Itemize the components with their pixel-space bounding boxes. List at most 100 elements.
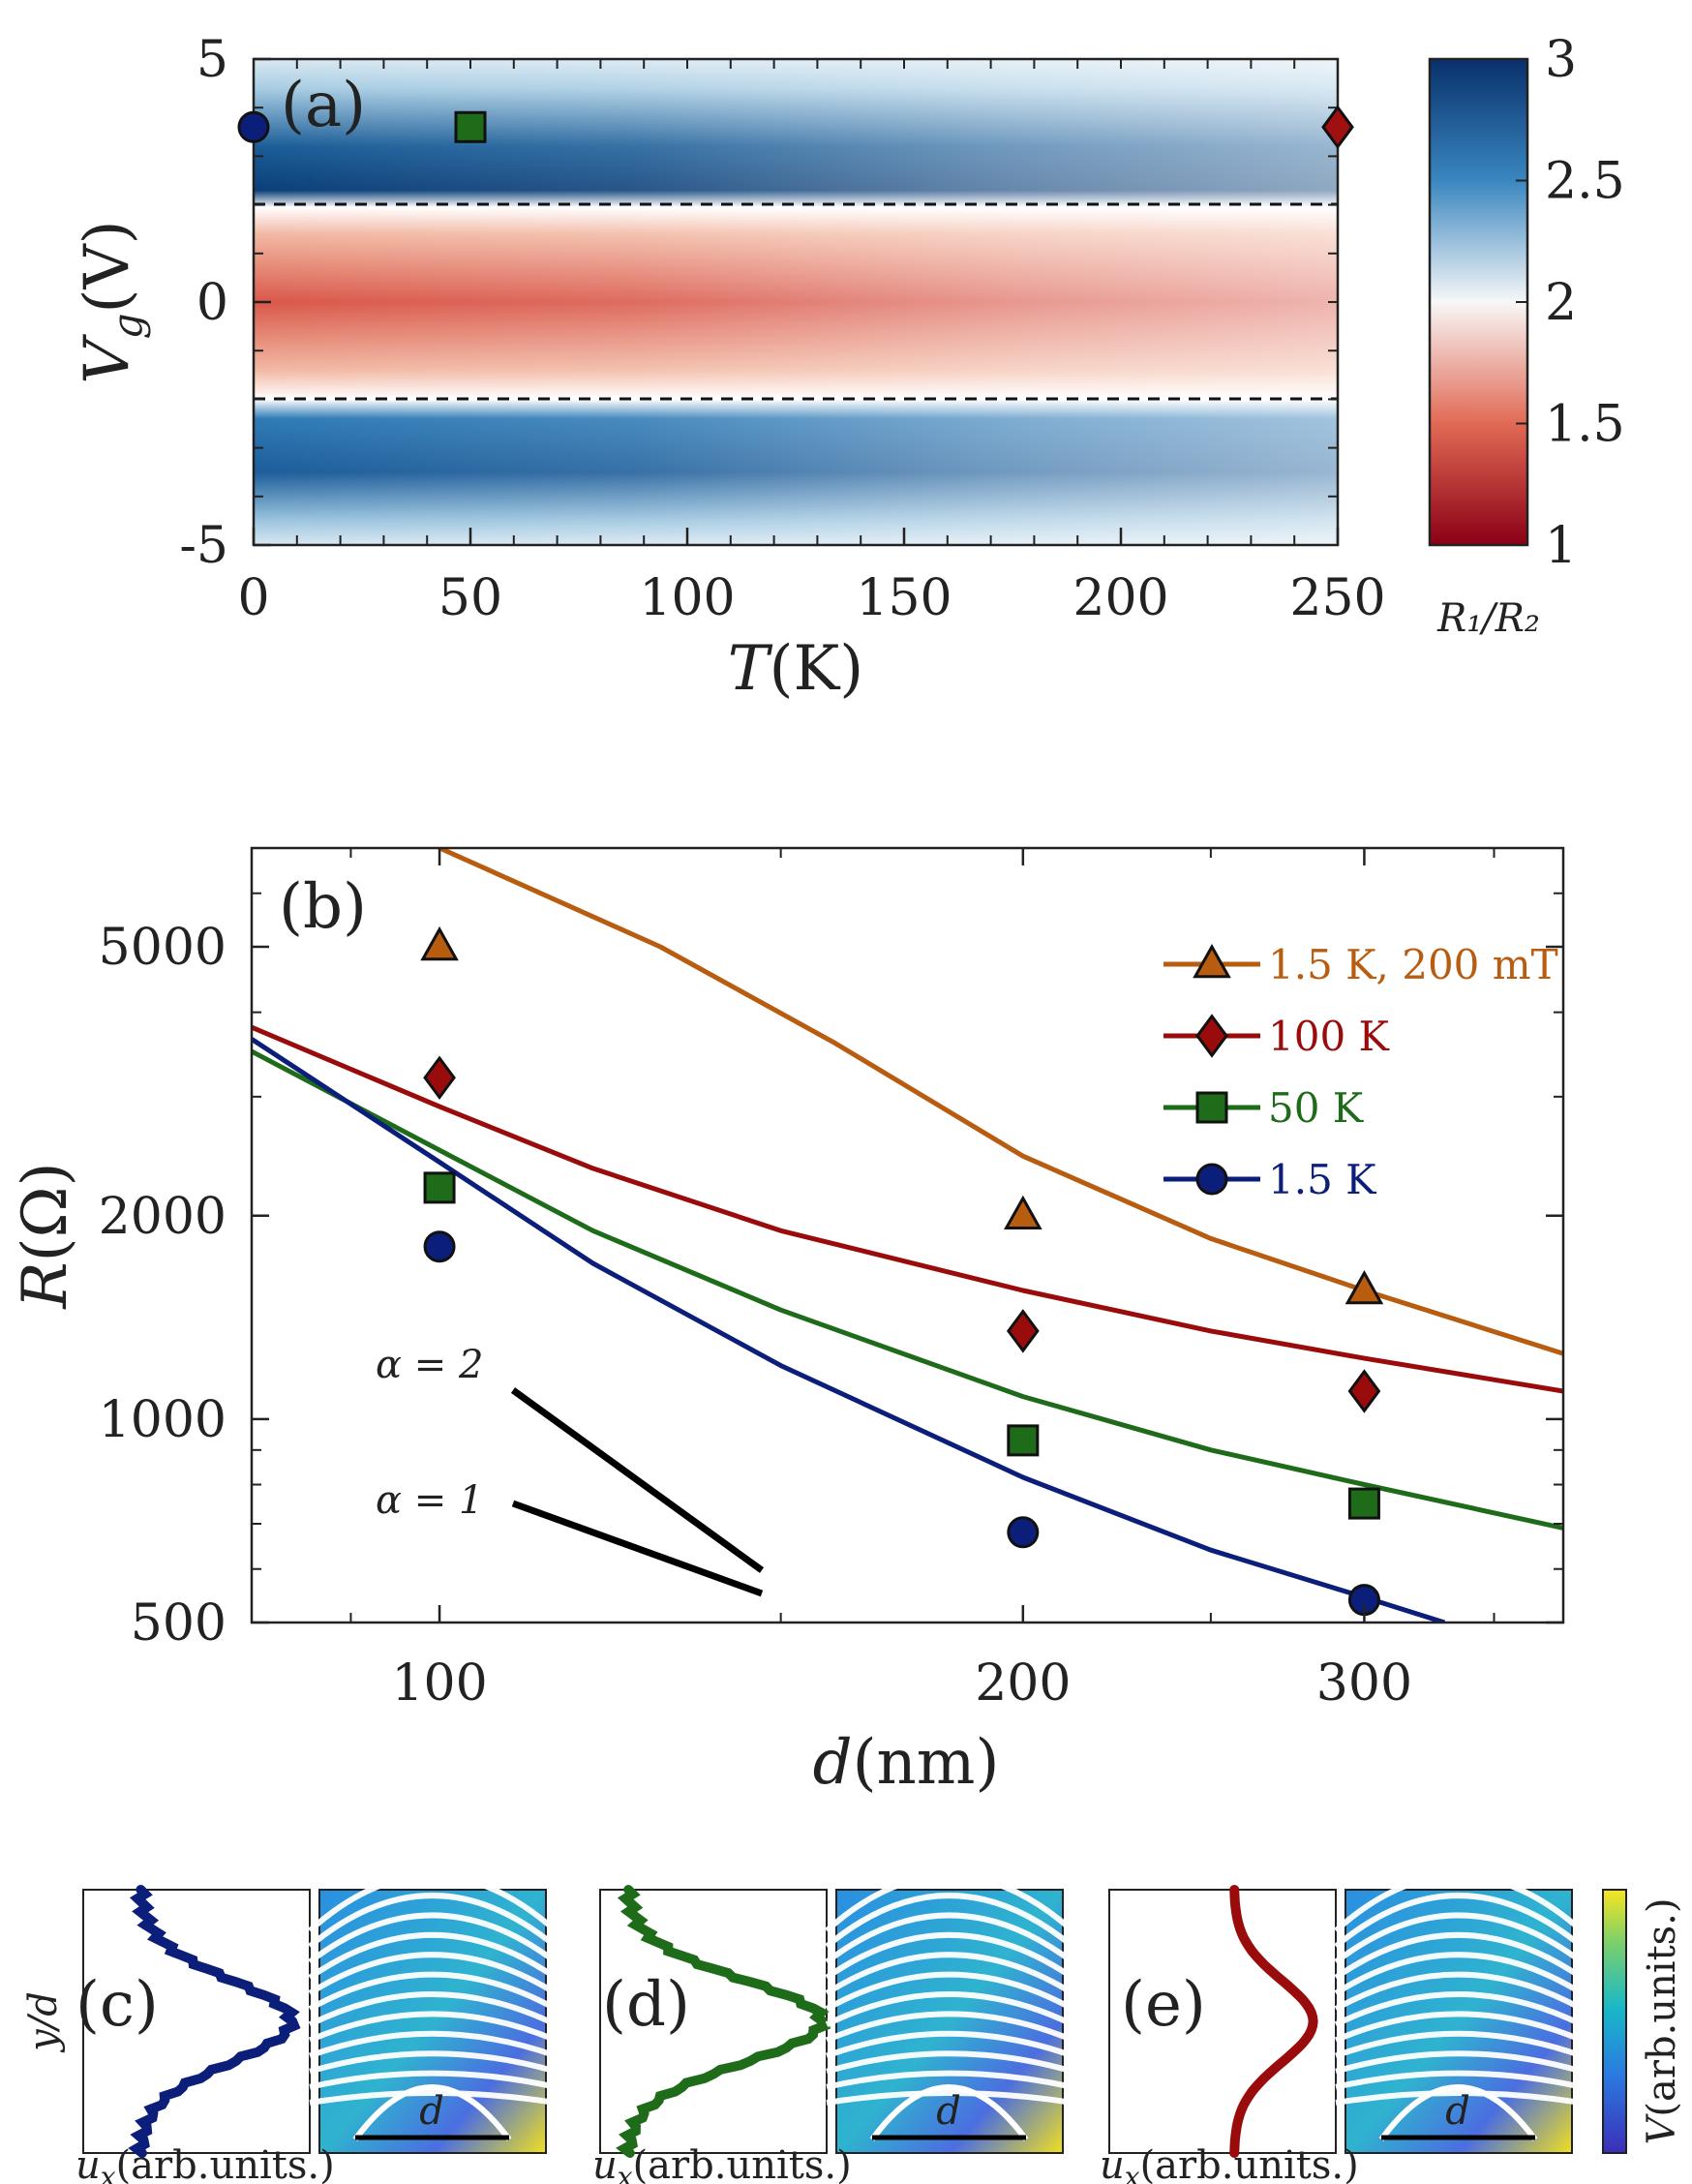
x-tick-label-b: 100 (391, 1654, 487, 1713)
streamline (869, 2084, 1029, 2141)
map-scale-label-d: d (936, 2089, 961, 2134)
legend-marker-circle (1195, 1163, 1228, 1196)
slope-label-alpha-2: α = 2 (376, 1343, 483, 1387)
panel-e: (e) d ux(arb.units.) (1100, 1872, 1584, 2184)
streamline (826, 2090, 1073, 2106)
y-tick-label-b: 2000 (99, 1188, 227, 1246)
map-c: d (307, 1872, 558, 2154)
y-axis-label-b: R(Ω) (10, 1162, 81, 1309)
x-tick-label-a: 150 (856, 569, 952, 627)
streamline (826, 2070, 1073, 2090)
x-tick-label-a: 0 (237, 569, 269, 627)
series-line-diamond (252, 1024, 1563, 1394)
legend-label-circle: 1.5 K (1268, 1156, 1377, 1203)
y-tick-label-b: 1000 (99, 1391, 227, 1449)
y-tick-label-a: -5 (179, 517, 228, 575)
x-ticks-b: 100 200 300 (391, 848, 1412, 1713)
streamline (1333, 1872, 1584, 1933)
streamline (825, 1912, 1074, 1965)
x-axis-label-e: ux(arb.units.) (1100, 2143, 1359, 2184)
x-tick-label-b: 200 (975, 1654, 1071, 1713)
streamlines-c (307, 1872, 558, 2141)
streamline (1334, 1893, 1584, 1949)
series-point-circle (423, 1230, 456, 1263)
panel-label-a: (a) (281, 70, 366, 141)
marker-a-diamond (1321, 105, 1354, 150)
profile-box-e (1108, 1889, 1337, 2154)
panel-b: α = 2 α = 1 100 200 300 5000 2000 1000 500 1.… (10, 846, 1565, 1799)
profile-curve-d (616, 1885, 831, 2158)
colorbar-a (1428, 57, 1529, 547)
streamline (1334, 1971, 1584, 2012)
heatmap-fade (254, 59, 1338, 545)
axes-frame-b (250, 846, 1565, 1624)
streamline (307, 1872, 558, 1933)
streamline (1334, 2030, 1584, 2059)
streamline (1334, 1991, 1584, 2027)
series-line-square (252, 1048, 1563, 1531)
streamline (308, 1971, 558, 2012)
streamline (1334, 1931, 1584, 1981)
colorbar-cde (1602, 1889, 1627, 2154)
x-tick-label-a: 200 (1073, 569, 1168, 627)
streamline (825, 1971, 1074, 2012)
y-tick-label-b: 500 (131, 1594, 227, 1653)
streamline (352, 2084, 512, 2141)
series-point-triangle (1345, 1269, 1384, 1305)
panel-d: (d) d ux(arb.units.) (592, 1872, 1074, 2184)
panel-label-c: (c) (76, 1969, 159, 2041)
streamline (308, 2011, 558, 2044)
streamline (309, 2050, 557, 2075)
x-axis-label-c: ux(arb.units.) (76, 2143, 335, 2184)
slope-line-alpha-2 (510, 1387, 765, 1573)
streamline (1378, 2084, 1538, 2141)
colorbar-tick-label-a: 1 (1545, 517, 1577, 575)
streamline (825, 1952, 1074, 1996)
panel-label-e: (e) (1121, 1969, 1206, 2041)
marker-a-circle (237, 110, 270, 143)
legend-marker-square (1195, 1091, 1228, 1124)
map-e: d (1333, 1872, 1584, 2154)
streamline (1335, 2090, 1583, 2106)
streamline (1334, 1912, 1584, 1965)
slope-line-alpha-1 (511, 1500, 764, 1597)
streamline (825, 2011, 1074, 2044)
series-point-square (1347, 1487, 1380, 1520)
profile-curve-c (128, 1885, 301, 2158)
y-tick-label-b: 5000 (99, 919, 227, 977)
legend-marker-diamond (1195, 1014, 1228, 1058)
slope-label-alpha-1: α = 1 (376, 1478, 483, 1523)
streamlines-e (1333, 1872, 1584, 2141)
y-tick-label-a: 5 (196, 31, 228, 89)
series-point-diamond (1006, 1309, 1040, 1353)
legend-label-square: 50 K (1268, 1084, 1365, 1132)
panel-label-b: (b) (279, 871, 367, 943)
series-point-square (1007, 1424, 1040, 1457)
series-point-circle (1007, 1516, 1040, 1549)
panel-a: 0 50 100 150 200 250 50-5 (a) T(K) Vg(V) 32.5… (72, 31, 1625, 705)
series-point-triangle (420, 925, 459, 961)
y-ticks-a: 5 0 -5 (179, 31, 271, 575)
colorbar-label-a: R₁/R₂ (1436, 596, 1540, 641)
streamline (825, 1931, 1074, 1981)
map-scale-label-c: d (419, 2089, 444, 2134)
streamline (309, 2090, 557, 2106)
x-ticks-a: 0 50 100 150 200 250 (237, 528, 1386, 627)
streamline (308, 1952, 558, 1996)
colorbar-ticks-a: 3 2.5 2 1.5 1 (1516, 31, 1625, 575)
minor-ticks-b (251, 847, 1563, 1623)
legend-label-diamond: 100 K (1268, 1013, 1391, 1060)
x-axis-label-a: T(K) (728, 633, 863, 705)
series-point-triangle (1004, 1195, 1042, 1230)
streamline (308, 1893, 558, 1949)
y-ticks-b: 5000 2000 1000 500 (99, 919, 1563, 1653)
colorbar-tick-label-a: 3 (1545, 31, 1577, 89)
series-point-diamond (1347, 1369, 1381, 1413)
series-point-diamond (423, 1055, 456, 1101)
streamline (308, 2030, 558, 2059)
x-tick-label-a: 100 (639, 569, 735, 627)
streamline (309, 2070, 557, 2090)
legend-label-triangle: 1.5 K, 200 mT (1268, 941, 1558, 988)
marker-a-square (454, 110, 487, 143)
